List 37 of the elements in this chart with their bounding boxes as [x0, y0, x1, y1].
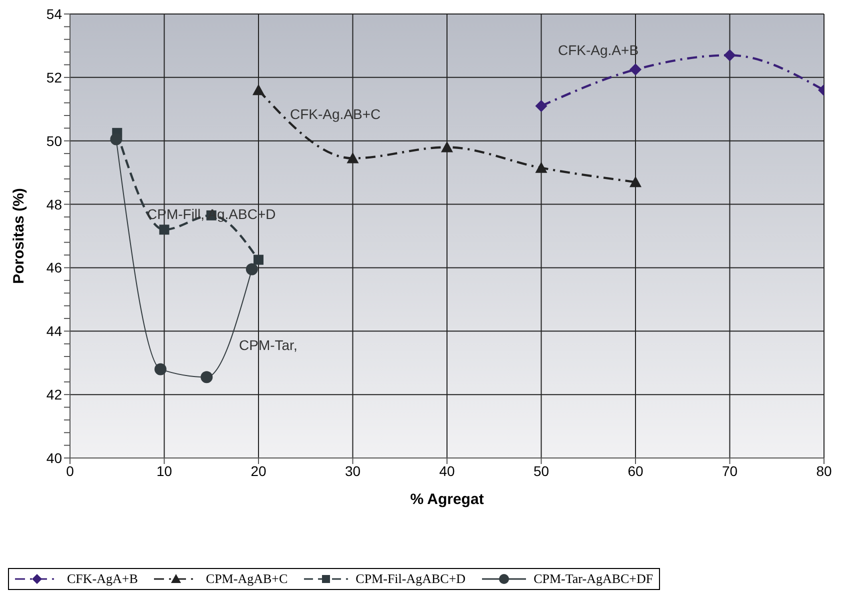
- point: [535, 100, 548, 112]
- y-axis-title: Porositas (%): [10, 188, 28, 284]
- point: [200, 371, 213, 384]
- y-tick-label: 40: [46, 450, 62, 466]
- point: [252, 84, 264, 96]
- point: [724, 49, 736, 62]
- x-tick-label: 0: [66, 462, 74, 479]
- point: [630, 64, 642, 76]
- y-tick-label: 52: [46, 69, 62, 86]
- x-tick-label: 50: [533, 462, 550, 479]
- x-tick-label: 30: [344, 462, 361, 479]
- y-tick-label: 44: [46, 323, 62, 340]
- point: [441, 141, 453, 152]
- x-tick-label: 70: [722, 462, 738, 479]
- y-tick-label: 54: [46, 6, 62, 22]
- point: [110, 133, 122, 146]
- legend-label: CPM-AgAB+C: [206, 571, 288, 587]
- x-tick-label: 40: [439, 462, 455, 479]
- point: [254, 254, 264, 265]
- x-tick-label: 10: [156, 462, 172, 479]
- legend-label: CPM-Fil-AgABC+D: [356, 571, 466, 587]
- x-tick-label: 20: [250, 462, 266, 479]
- point: [535, 162, 548, 173]
- point: [346, 152, 359, 164]
- y-tick-label: 48: [46, 196, 62, 212]
- y-tick-label: 42: [46, 386, 62, 403]
- point: [154, 363, 166, 376]
- point: [630, 176, 642, 188]
- y-tick-label: 50: [46, 132, 62, 149]
- x-tick-label: 60: [628, 462, 644, 479]
- x-tick-label: 80: [816, 462, 832, 479]
- point: [159, 224, 170, 235]
- point: [246, 263, 258, 276]
- legend-label: CFK-AgA+B: [67, 571, 138, 587]
- y-tick-label: 46: [46, 260, 62, 276]
- legend-label: CPM-Tar-AgABC+DF: [534, 571, 654, 587]
- x-axis-title: % Agregat: [410, 491, 484, 508]
